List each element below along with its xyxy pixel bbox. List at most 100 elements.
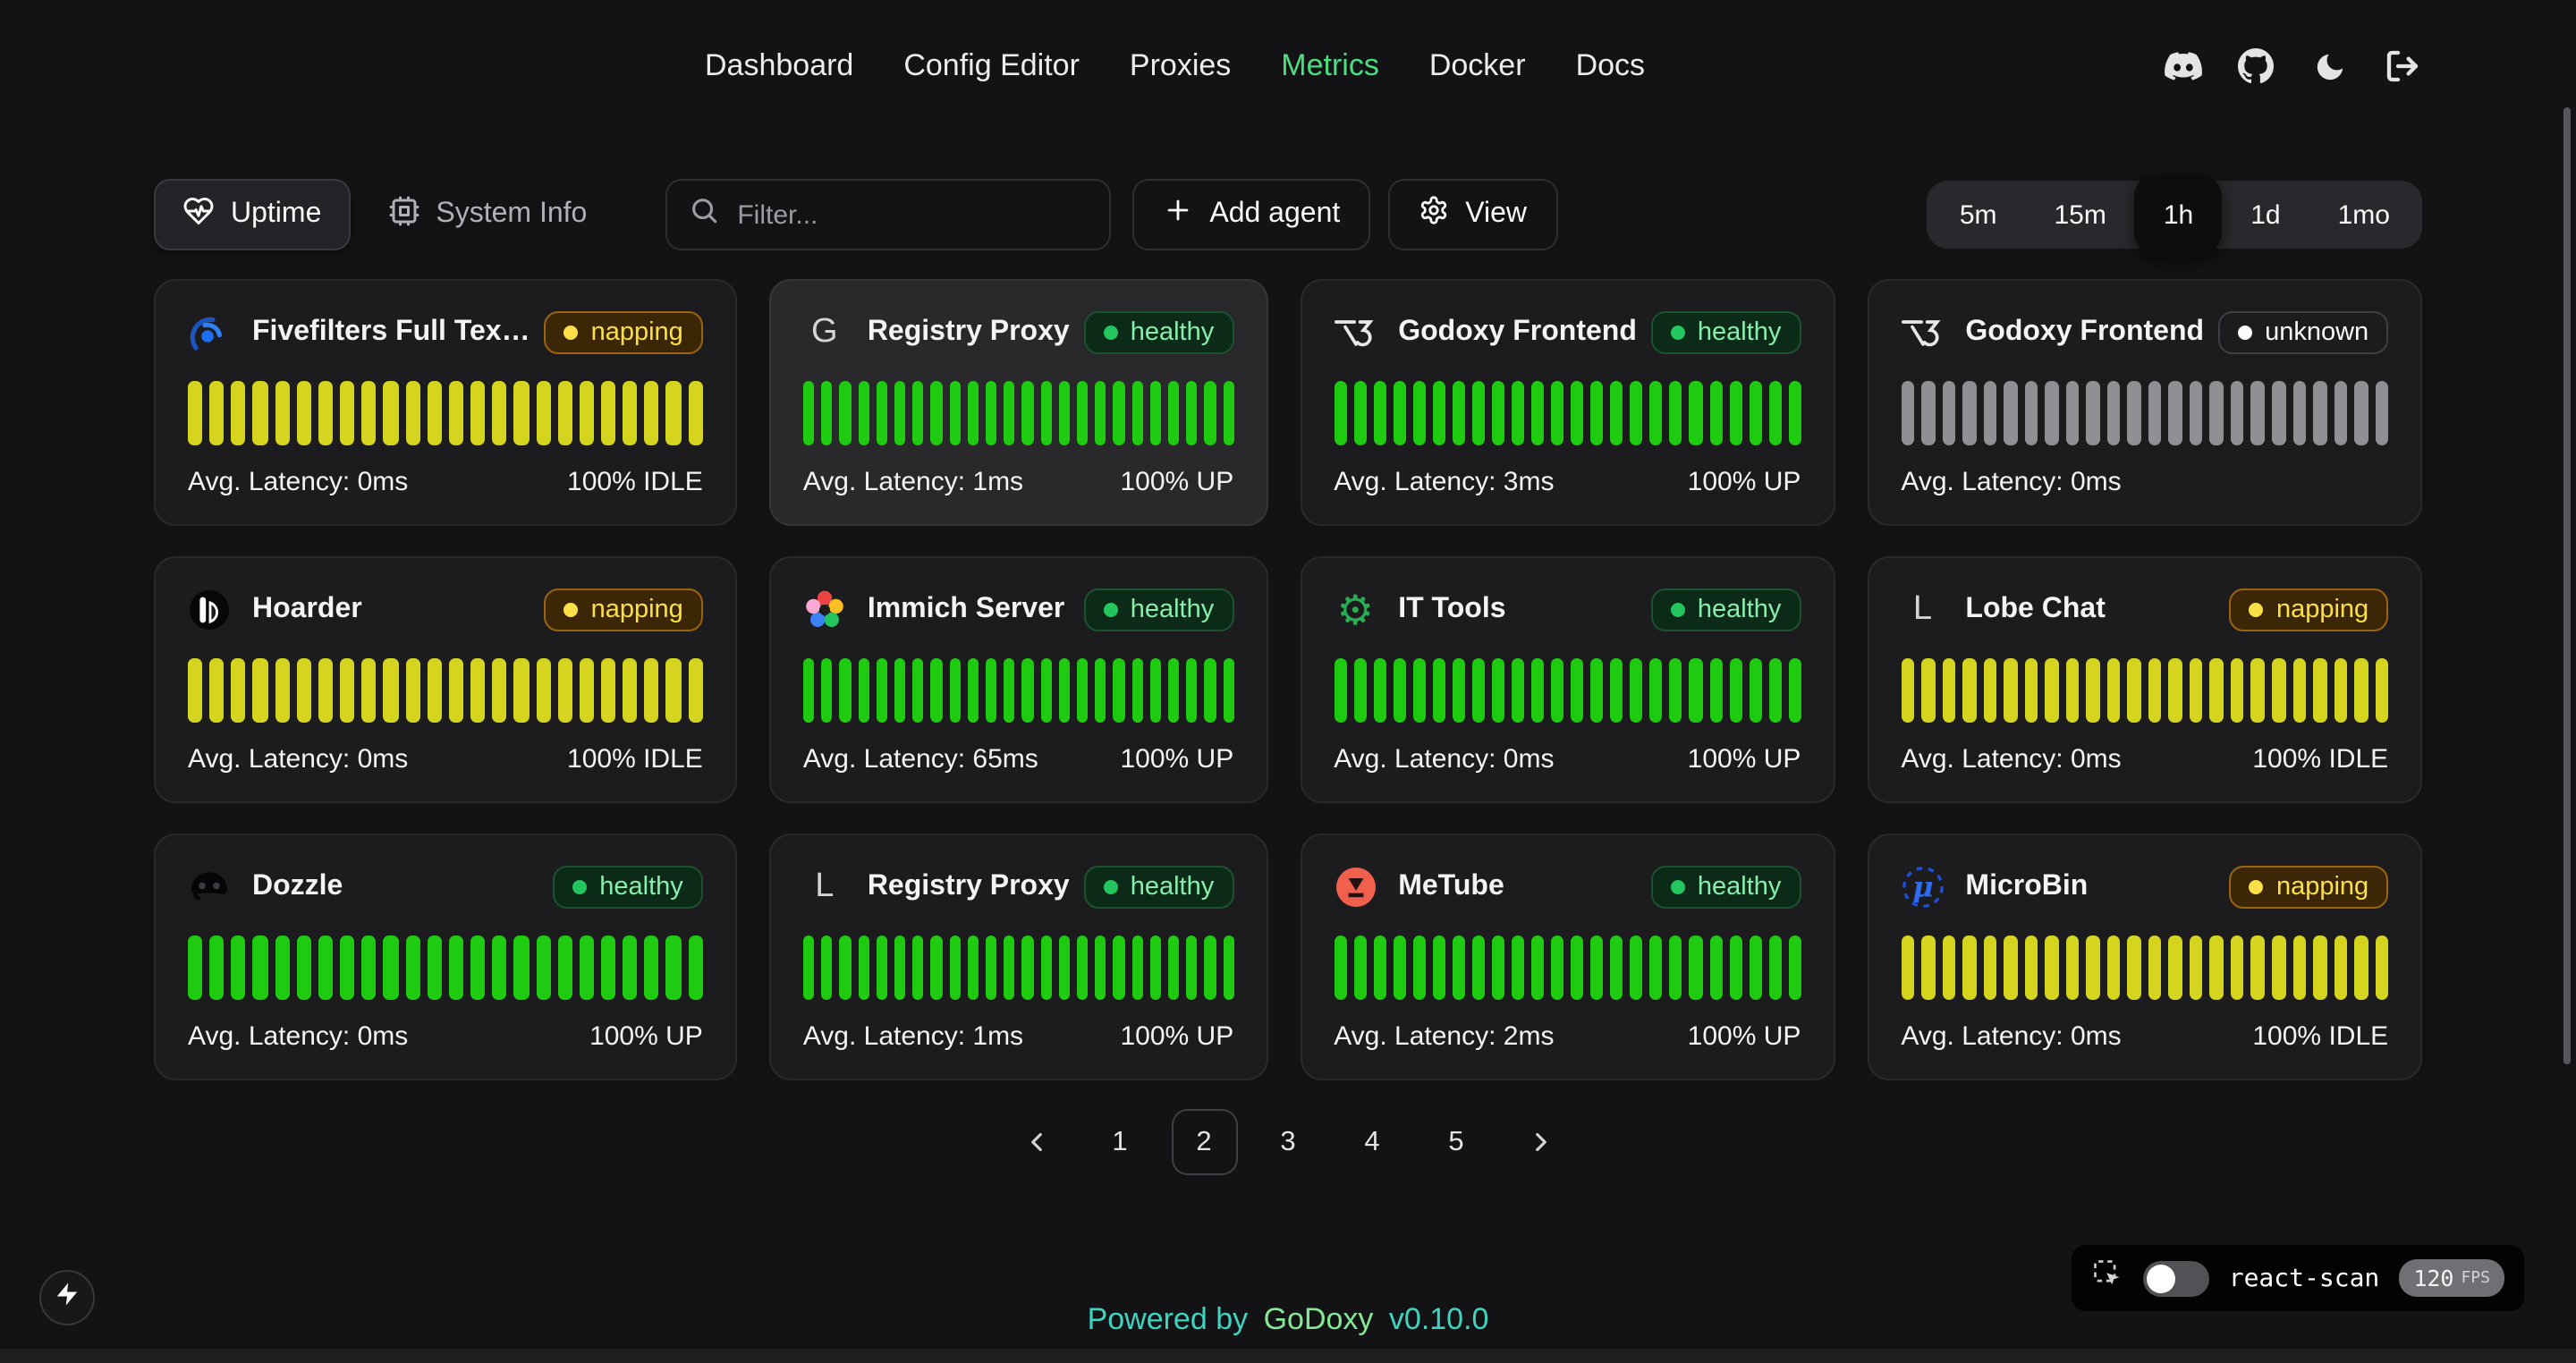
uptime-bar [1149,657,1161,722]
moon-icon[interactable] [2309,47,2349,86]
uptime-bar [1571,935,1584,999]
add-agent-button[interactable]: Add agent [1132,179,1371,250]
uptime-bar [579,657,594,722]
uptime-bar [1334,935,1347,999]
service-name: Hoarder [252,594,362,624]
status-badge: napping [2229,588,2389,631]
inspect-cursor-icon[interactable] [2091,1257,2123,1299]
next-page-button[interactable] [1507,1109,1573,1175]
uptime-bar [1021,380,1034,444]
status-label: healthy [1130,318,1215,347]
uptime-bar [1921,935,1936,999]
time-range-1h[interactable]: 1h [2134,174,2223,256]
service-card[interactable]: G Registry Proxy healthy Avg. Latency: 1… [768,279,1268,526]
page-2[interactable]: 2 [1171,1109,1237,1175]
uptime-bar [839,380,852,444]
uptime-bar [1571,657,1584,722]
status-badge: healthy [553,866,703,909]
discord-icon[interactable] [2163,47,2202,86]
uptime-bar [1689,657,1702,722]
tab-uptime[interactable]: Uptime [154,179,351,250]
time-range-5m[interactable]: 5m [1959,199,1997,230]
service-card[interactable]: Hoarder napping Avg. Latency: 0ms 100% I… [154,556,737,803]
time-range-1d[interactable]: 1d [2250,199,2281,230]
uptime-bar [1149,935,1161,999]
uptime-bar [1729,380,1742,444]
uptime-bar [2292,380,2307,444]
uptime-bar [1373,380,1386,444]
service-card[interactable]: L Lobe Chat napping Avg. Latency: 0ms 10… [1867,556,2423,803]
nav-item-metrics[interactable]: Metrics [1281,48,1379,82]
uptime-bar [1452,380,1465,444]
uptime-bars [188,657,703,722]
service-card[interactable]: Godoxy Frontend unknown Avg. Latency: 0m… [1867,279,2423,526]
service-name: Registry Proxy [867,317,1070,347]
filter-box [665,179,1112,250]
uptime-bar [470,935,486,999]
page-1[interactable]: 1 [1112,1126,1128,1156]
service-card[interactable]: Immich Server healthy Avg. Latency: 65ms… [768,556,1268,803]
nav-item-dashboard[interactable]: Dashboard [705,48,854,82]
status-dot-icon [564,603,579,617]
filter-input[interactable] [737,199,1094,230]
uptime-bar [1491,657,1505,722]
uptime-bar [492,657,507,722]
service-card[interactable]: μ MicroBin napping Avg. Latency: 0ms 100… [1867,834,2423,1080]
uptime-bar [318,935,334,999]
uptime-bars [802,935,1234,999]
fivefilters-icon [188,311,231,354]
github-icon[interactable] [2236,47,2275,86]
card-footer: Avg. Latency: 65ms 100% UP [803,744,1233,775]
prev-page-button[interactable] [1003,1109,1069,1175]
add-agent-label: Add agent [1209,199,1341,229]
uptime-bar [912,380,924,444]
godoxy-link[interactable]: GoDoxy [1263,1302,1374,1336]
uptime-bar [1962,935,1977,999]
uptime-bar [252,380,268,444]
logout-icon[interactable] [2383,47,2422,86]
uptime-bar [296,657,311,722]
uptime-bar [2045,657,2059,722]
theme-switcher-button[interactable] [39,1270,95,1325]
uptime-bar [1551,935,1564,999]
view-button[interactable]: View [1388,179,1558,250]
uptime-bar [1590,657,1604,722]
status-badge: healthy [1083,311,1234,354]
uptime-bar [1942,380,1956,444]
card-header: Godoxy Frontend unknown [1901,308,2389,358]
uptime-bar [2375,657,2389,722]
uptime-bar [188,935,203,999]
tab-system-info[interactable]: System Info [360,179,614,250]
service-card[interactable]: Dozzle healthy Avg. Latency: 0ms 100% UP [154,834,737,1080]
nav-item-config-editor[interactable]: Config Editor [903,48,1080,82]
service-card[interactable]: L Registry Proxy healthy Avg. Latency: 1… [768,834,1268,1080]
uptime-bar [231,657,246,722]
uptime-bar [2127,380,2141,444]
time-range-1mo[interactable]: 1mo [2337,199,2390,230]
nav-item-docker[interactable]: Docker [1428,48,1526,82]
uptime-bar [2086,935,2100,999]
uptime-bar [1531,657,1545,722]
page-5[interactable]: 5 [1448,1126,1464,1156]
time-range-15m[interactable]: 15m [2054,199,2106,230]
status-badge: napping [544,311,703,354]
nav-item-docs[interactable]: Docs [1575,48,1646,82]
scrollbar-thumb[interactable] [2563,107,2571,1064]
status-label: healthy [1697,596,1782,624]
card-footer: Avg. Latency: 0ms 100% UP [1334,744,1801,775]
uptime-bar [839,935,852,999]
uptime-bar [557,935,572,999]
card-header: G Registry Proxy healthy [803,308,1234,358]
react-scan-toggle[interactable] [2142,1260,2209,1296]
status-label: unknown [2265,318,2369,347]
uptime-bar [985,657,997,722]
service-card[interactable]: MeTube healthy Avg. Latency: 2ms 100% UP [1300,834,1835,1080]
service-card[interactable]: Godoxy Frontend healthy Avg. Latency: 3m… [1300,279,1835,526]
page-3[interactable]: 3 [1280,1126,1296,1156]
page-4[interactable]: 4 [1364,1126,1380,1156]
uptime-bar [912,657,924,722]
uptime-bar [1649,657,1663,722]
nav-item-proxies[interactable]: Proxies [1129,48,1232,82]
service-card[interactable]: ⚙ IT Tools healthy Avg. Latency: 0ms 100… [1300,556,1835,803]
service-card[interactable]: Fivefilters Full Tex… napping Avg. Laten… [154,279,737,526]
